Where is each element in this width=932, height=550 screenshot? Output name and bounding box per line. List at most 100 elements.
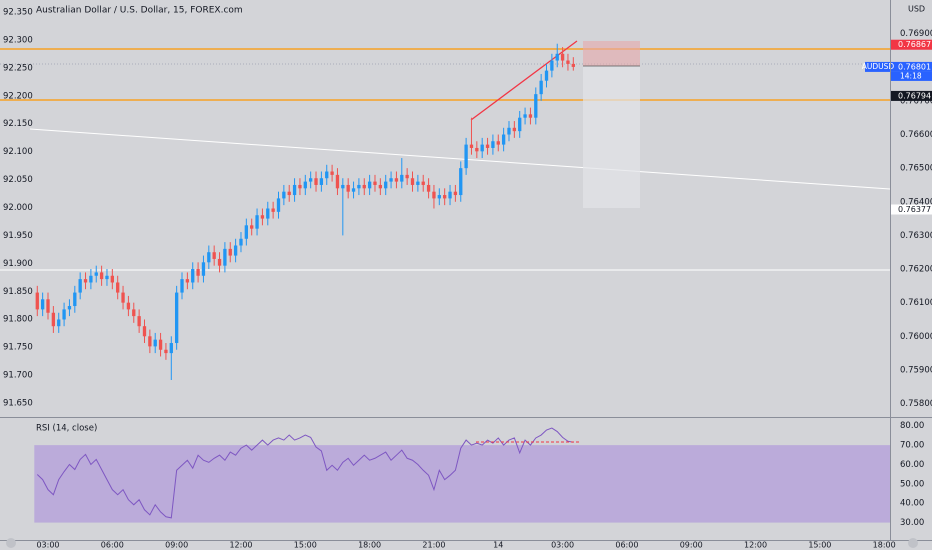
y2-tick-label: 0.76600 xyxy=(900,130,932,140)
candle-body xyxy=(244,225,248,239)
rsi-title: RSI (14, close) xyxy=(36,424,97,434)
candle-body xyxy=(185,279,190,283)
candle-body xyxy=(523,114,527,118)
candle-body xyxy=(319,178,324,185)
candle-body xyxy=(217,258,222,266)
position-stop xyxy=(583,41,640,66)
candle-body xyxy=(239,238,243,246)
candle-body xyxy=(421,181,425,185)
candle-body xyxy=(410,178,415,185)
candle-body xyxy=(137,316,141,327)
candle-body xyxy=(485,144,490,148)
candle-body xyxy=(518,117,522,132)
y-tick-label: 92.300 xyxy=(3,35,33,45)
rsi-band xyxy=(34,445,890,523)
candle-body xyxy=(83,279,88,283)
y2-tick-label: 0.76100 xyxy=(900,298,932,308)
candle-body xyxy=(555,53,559,61)
candle-body xyxy=(142,326,147,337)
candle-body xyxy=(314,178,318,185)
candle-body xyxy=(432,191,436,199)
price-tag-label: 0.76867 xyxy=(898,40,931,49)
candle-body xyxy=(223,248,227,266)
y2-tick-label: 0.76700 xyxy=(900,96,932,106)
candle-body xyxy=(464,144,468,169)
candle-body xyxy=(325,171,329,179)
y-tick-label: 91.900 xyxy=(3,259,33,269)
candle-body xyxy=(196,269,200,276)
candle-body xyxy=(560,53,565,61)
x-tick-label: 21:00 xyxy=(422,541,445,550)
position-target xyxy=(583,66,640,208)
candle-body xyxy=(528,114,533,118)
candle-body xyxy=(260,215,265,219)
candle-body xyxy=(105,275,109,280)
candle-body xyxy=(164,349,168,354)
candle-body xyxy=(416,181,420,185)
candle-body xyxy=(566,60,570,64)
rsi-line xyxy=(36,427,574,519)
candle-body xyxy=(378,184,383,189)
x-tick-label: 03:00 xyxy=(551,541,574,550)
y-tick-label: 92.250 xyxy=(3,63,33,73)
countdown-tag xyxy=(891,71,932,81)
candle-body xyxy=(539,80,543,95)
x-tick-label: 12:00 xyxy=(229,541,252,550)
candle-body xyxy=(255,215,259,229)
price-tag xyxy=(891,61,932,72)
y2-tick-label: 0.76500 xyxy=(900,164,932,174)
candle-body xyxy=(384,181,388,189)
candle-body xyxy=(501,134,506,145)
x-tick-label: 06:00 xyxy=(615,541,638,550)
candle-body xyxy=(512,127,517,132)
candle-body xyxy=(373,181,377,185)
candle-body xyxy=(367,181,372,189)
price-tag-label: 0.76801 xyxy=(898,62,931,71)
icon[interactable] xyxy=(6,538,16,548)
y2-tick-label: 0.75800 xyxy=(900,399,932,409)
candle-body xyxy=(357,184,361,189)
candle-body xyxy=(94,272,98,276)
candle-body xyxy=(132,309,136,317)
candle-body xyxy=(46,299,50,313)
y-tick-label: 92.200 xyxy=(3,91,33,101)
candle-body xyxy=(78,279,82,293)
candle-body xyxy=(40,299,45,310)
y-tick-label: 91.950 xyxy=(3,231,33,241)
candle-body xyxy=(351,188,356,192)
icon[interactable] xyxy=(908,538,918,548)
candle-body xyxy=(73,292,77,307)
rsi-tick-label: 80.00 xyxy=(900,421,924,431)
candle-body xyxy=(330,171,334,175)
candle-body xyxy=(110,275,114,283)
candle-body xyxy=(35,292,39,310)
x-tick-label: 18:00 xyxy=(873,541,896,550)
y2-tick-label: 0.76000 xyxy=(900,332,932,342)
symbol-tag-label: AUDUSD xyxy=(862,62,895,71)
candle-body xyxy=(491,141,495,148)
candle-body xyxy=(550,60,554,71)
candle-body xyxy=(287,191,291,196)
candle-body xyxy=(57,319,61,327)
rsi-tick-label: 30.00 xyxy=(900,518,924,528)
candle-body xyxy=(282,191,286,199)
candle-body xyxy=(394,178,399,182)
candle-body xyxy=(544,70,549,81)
price-tag-label: 0.76377 xyxy=(898,205,931,214)
candle-body xyxy=(153,339,157,347)
candle-body xyxy=(271,208,275,212)
candle-body xyxy=(207,252,211,263)
countdown-label: 14:18 xyxy=(900,71,922,80)
x-tick-label: 12:00 xyxy=(744,541,767,550)
candle-body xyxy=(89,275,93,283)
candle-body xyxy=(346,184,350,192)
candle-body xyxy=(180,279,184,293)
candle-body xyxy=(148,336,152,347)
y2-tick-label: 0.76200 xyxy=(900,265,932,275)
x-tick-label: 18:00 xyxy=(358,541,381,550)
x-tick-label: 14 xyxy=(493,541,503,550)
candle-body xyxy=(389,178,393,182)
candle-body xyxy=(250,225,254,229)
trend-line xyxy=(470,40,578,121)
